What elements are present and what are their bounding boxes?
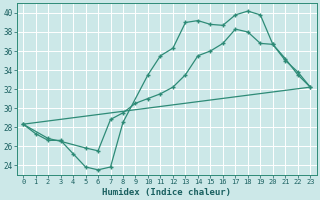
X-axis label: Humidex (Indice chaleur): Humidex (Indice chaleur) — [102, 188, 231, 197]
